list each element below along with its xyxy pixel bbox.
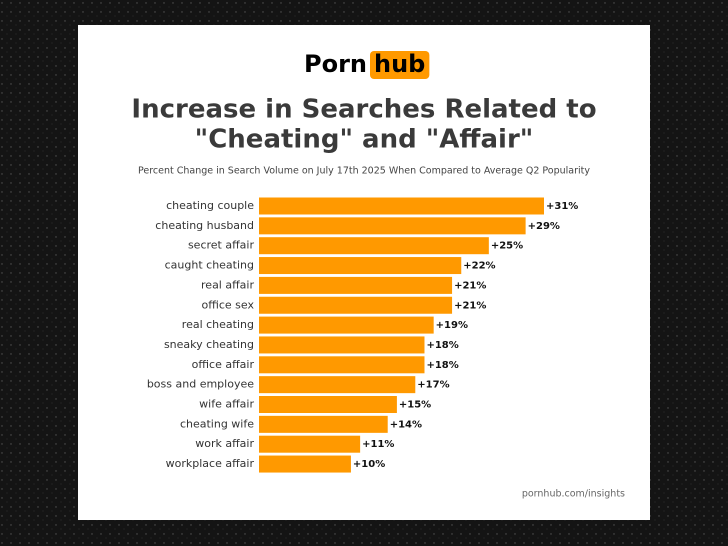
bar — [259, 396, 397, 413]
bar — [259, 435, 361, 453]
source: pornhub.com/insights — [522, 489, 625, 500]
category-label: wife affair — [199, 398, 254, 411]
value-label: +22% — [463, 261, 495, 272]
bar — [259, 455, 351, 473]
bar — [259, 276, 453, 294]
bar — [259, 237, 489, 255]
value-label: +14% — [390, 419, 422, 430]
bar — [259, 197, 544, 215]
value-label: +11% — [362, 439, 394, 450]
bar — [259, 316, 434, 334]
logo-text: Porn — [304, 50, 367, 78]
category-label: cheating couple — [166, 199, 254, 212]
bar — [259, 217, 526, 235]
bar — [259, 336, 425, 354]
value-label: +31% — [546, 201, 578, 212]
value-label: +18% — [426, 340, 458, 351]
category-label: office affair — [192, 358, 255, 371]
value-label: +21% — [454, 300, 486, 311]
value-label: +10% — [353, 459, 385, 470]
value-label: +25% — [491, 241, 523, 252]
value-label: +18% — [426, 360, 458, 371]
bar — [259, 415, 388, 433]
logo-highlight-box — [370, 51, 430, 79]
logo-highlight: hub — [374, 50, 425, 78]
category-label: boss and employee — [147, 378, 254, 391]
category-label: cheating wife — [180, 417, 254, 430]
category-label: workplace affair — [166, 457, 255, 470]
value-label: +17% — [417, 380, 449, 391]
category-label: real cheating — [182, 318, 254, 331]
value-label: +19% — [436, 320, 468, 331]
category-label: work affair — [195, 437, 254, 450]
value-label: +29% — [528, 221, 560, 232]
category-label: real affair — [201, 278, 254, 291]
bar — [259, 376, 416, 394]
category-label: cheating husband — [155, 219, 254, 232]
bar — [259, 257, 462, 275]
bar — [259, 356, 425, 374]
category-label: secret affair — [188, 239, 255, 252]
value-label: +15% — [399, 400, 431, 411]
value-label: +21% — [454, 280, 486, 291]
category-label: sneaky cheating — [164, 338, 254, 351]
bar — [259, 296, 453, 314]
chart-title: "Cheating" and "Affair" — [195, 125, 534, 155]
category-label: office sex — [202, 298, 255, 311]
chart-title: Increase in Searches Related to — [131, 95, 596, 125]
chart-subtitle: Percent Change in Search Volume on July … — [138, 166, 590, 177]
category-label: caught cheating — [165, 259, 254, 272]
